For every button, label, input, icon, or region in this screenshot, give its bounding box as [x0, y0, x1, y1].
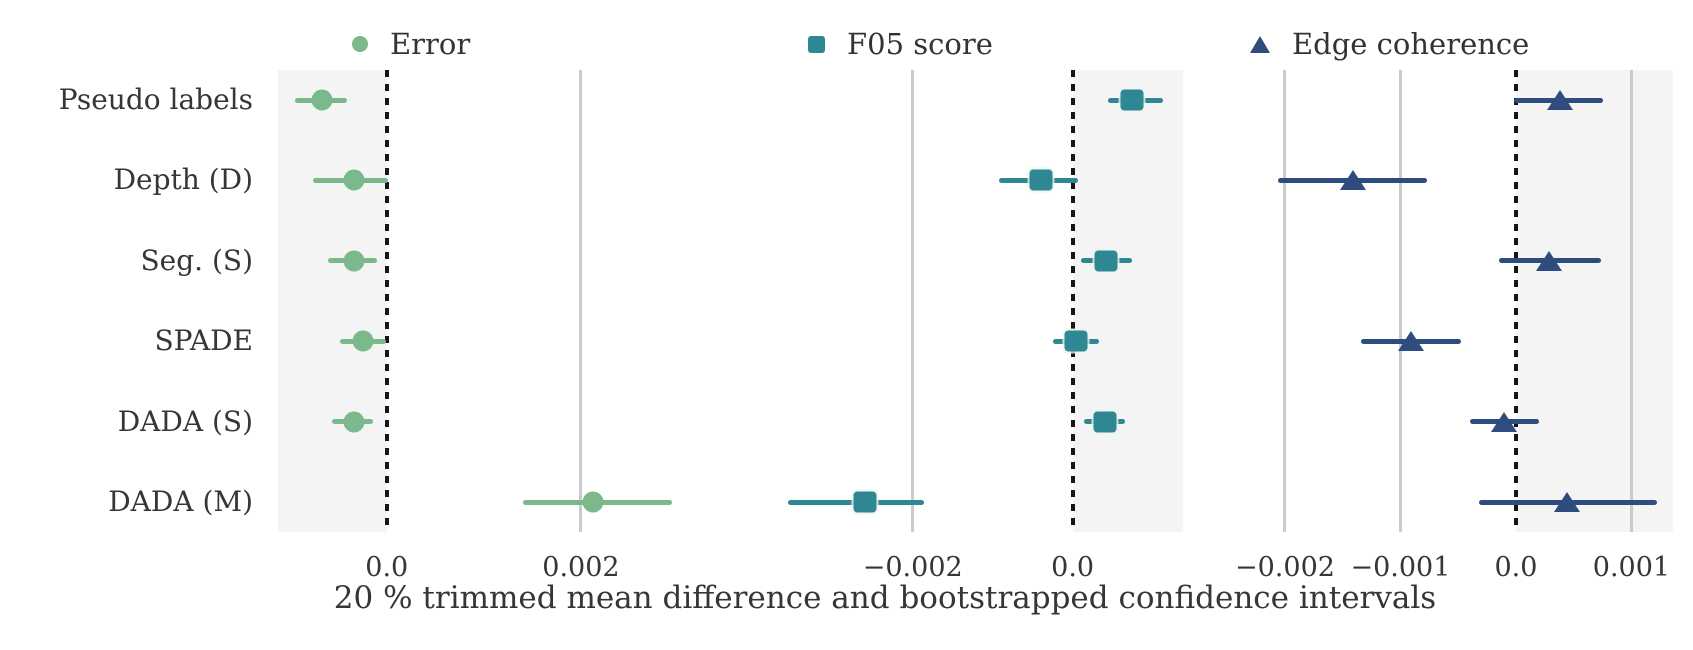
x-tick-label: 0.002: [542, 552, 620, 583]
legend-label-error: Error: [390, 27, 471, 61]
grid-line: [579, 70, 583, 532]
grid-line: [1283, 70, 1287, 532]
triangle-marker: [1340, 170, 1367, 191]
y-axis-category-label: Seg. (S): [140, 243, 253, 277]
legend-item-edge-coherence: Edge coherence: [1250, 26, 1529, 62]
triangle-icon: [1250, 35, 1270, 53]
square-marker: [1064, 330, 1088, 352]
x-axis-label: 20 % trimmed mean difference and bootstr…: [333, 580, 1437, 616]
square-marker: [1094, 250, 1118, 272]
y-axis-category-label: SPADE: [154, 324, 253, 358]
legend-label-edge-coherence: Edge coherence: [1292, 27, 1530, 61]
y-axis-category-label: DADA (M): [108, 485, 253, 518]
triangle-marker: [1546, 90, 1573, 110]
circle-marker: [311, 89, 333, 111]
grid-line: [1398, 70, 1402, 532]
grid-line: [1629, 70, 1633, 532]
x-tick-label: 0.0: [1494, 552, 1538, 583]
x-tick-label: 0.001: [1592, 552, 1671, 583]
y-axis-category-label: Pseudo labels: [58, 83, 253, 116]
square-marker: [1120, 89, 1144, 111]
square-marker: [1029, 169, 1053, 191]
triangle-marker: [1397, 331, 1424, 352]
y-axis-category-label: DADA (S): [117, 404, 253, 438]
shaded-band: [1515, 70, 1673, 532]
circle-marker: [343, 250, 365, 272]
square-icon: [808, 35, 825, 53]
shaded-band: [278, 70, 387, 532]
zero-reference-line: [1070, 70, 1075, 532]
x-tick-label: 0.0: [365, 552, 409, 583]
legend-label-f05-score: F05 score: [847, 27, 993, 61]
circle-marker: [343, 169, 365, 191]
triangle-marker: [1553, 492, 1580, 512]
triangle-marker: [1491, 411, 1518, 432]
circle-icon: [352, 36, 368, 52]
legend-item-f05-score: F05 score: [808, 26, 993, 62]
grid-line: [911, 70, 915, 532]
x-tick-label: −0.002: [1235, 552, 1335, 583]
x-tick-label: −0.001: [1350, 552, 1451, 583]
x-tick-label: −0.002: [862, 552, 963, 583]
circle-marker: [582, 491, 604, 513]
legend-item-error: Error: [352, 26, 470, 62]
square-marker: [853, 491, 877, 513]
square-marker: [1093, 411, 1117, 433]
circle-marker: [352, 330, 374, 352]
circle-marker: [343, 411, 365, 433]
zero-reference-line: [1513, 70, 1518, 532]
x-tick-label: 0.0: [1051, 552, 1095, 583]
zero-reference-line: [384, 70, 389, 532]
triangle-marker: [1536, 250, 1563, 271]
y-axis-category-label: Depth (D): [113, 163, 253, 197]
shaded-band: [1072, 70, 1183, 532]
